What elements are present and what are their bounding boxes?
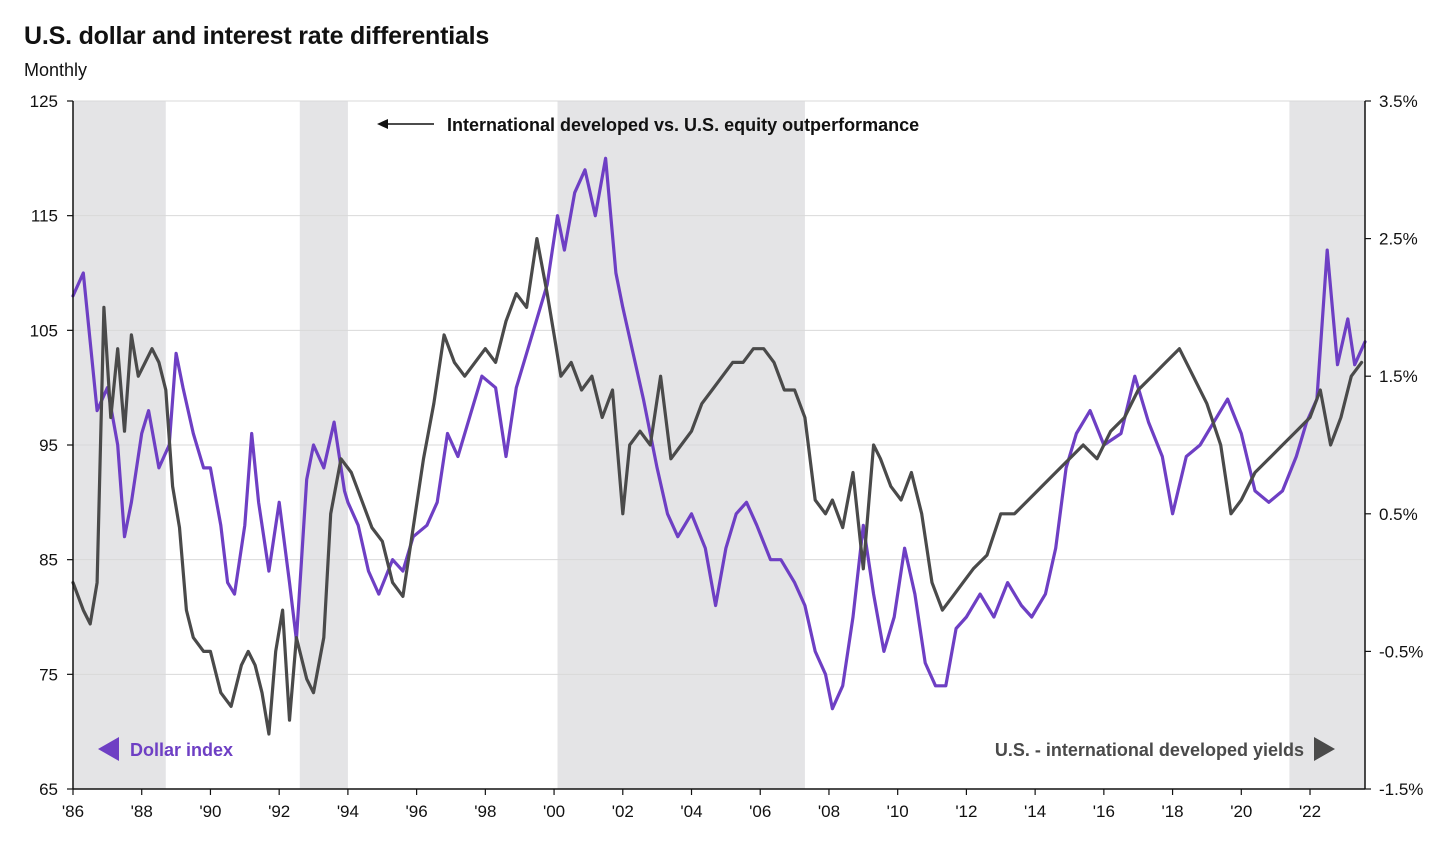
left-tick-label: 85 xyxy=(39,551,58,570)
dollar-index-label: Dollar index xyxy=(130,740,233,760)
x-tick-label: '08 xyxy=(818,802,840,821)
x-tick-label: '14 xyxy=(1024,802,1046,821)
x-tick-label: '00 xyxy=(543,802,565,821)
x-tick-label: '16 xyxy=(1093,802,1115,821)
yields-arrow-icon xyxy=(1314,737,1335,761)
series-lines xyxy=(71,156,1367,736)
x-tick-label: '90 xyxy=(199,802,221,821)
x-tick-label: '18 xyxy=(1161,802,1183,821)
x-tick-label: '96 xyxy=(406,802,428,821)
right-tick-label: 1.5% xyxy=(1379,367,1418,386)
left-tick-label: 95 xyxy=(39,436,58,455)
right-tick-label: -1.5% xyxy=(1379,780,1423,799)
left-tick-label: 105 xyxy=(30,321,58,340)
dollar-index-arrow-icon xyxy=(98,737,119,761)
annotations: International developed vs. U.S. equity … xyxy=(98,115,1335,761)
x-tick-label: '88 xyxy=(131,802,153,821)
x-tick-label: '92 xyxy=(268,802,290,821)
x-tick-label: '22 xyxy=(1299,802,1321,821)
x-tick-label: '04 xyxy=(680,802,702,821)
equity-arrow-head xyxy=(377,119,388,129)
right-tick-label: 2.5% xyxy=(1379,230,1418,249)
yields-label: U.S. - international developed yields xyxy=(995,740,1304,760)
x-tick-label: '94 xyxy=(337,802,359,821)
chart-subtitle: Monthly xyxy=(24,60,88,80)
x-tick-label: '02 xyxy=(612,802,634,821)
x-tick-label: '12 xyxy=(955,802,977,821)
equity-outperformance-label: International developed vs. U.S. equity … xyxy=(447,115,919,135)
right-tick-label: -0.5% xyxy=(1379,642,1423,661)
x-tick-label: '86 xyxy=(62,802,84,821)
left-tick-label: 115 xyxy=(31,207,58,226)
x-tick-label: '98 xyxy=(474,802,496,821)
dollar-index-line xyxy=(71,156,1367,711)
left-tick-label: 65 xyxy=(39,780,58,799)
x-tick-label: '10 xyxy=(887,802,909,821)
right-tick-label: 3.5% xyxy=(1379,92,1418,111)
left-tick-label: 75 xyxy=(39,665,58,684)
left-tick-label: 125 xyxy=(30,92,58,111)
axes xyxy=(67,100,1371,795)
x-tick-label: '06 xyxy=(749,802,771,821)
x-tick-label: '20 xyxy=(1230,802,1252,821)
chart-title: U.S. dollar and interest rate differenti… xyxy=(24,22,490,50)
yield-differential-line xyxy=(71,237,1364,736)
gridlines xyxy=(73,100,1365,675)
right-tick-label: 0.5% xyxy=(1379,505,1418,524)
tick-labels: 65 75 85 95 105 115 125 -1.5% -0.5% 0.5% 1.5% 2.5% 3… xyxy=(30,92,1424,821)
